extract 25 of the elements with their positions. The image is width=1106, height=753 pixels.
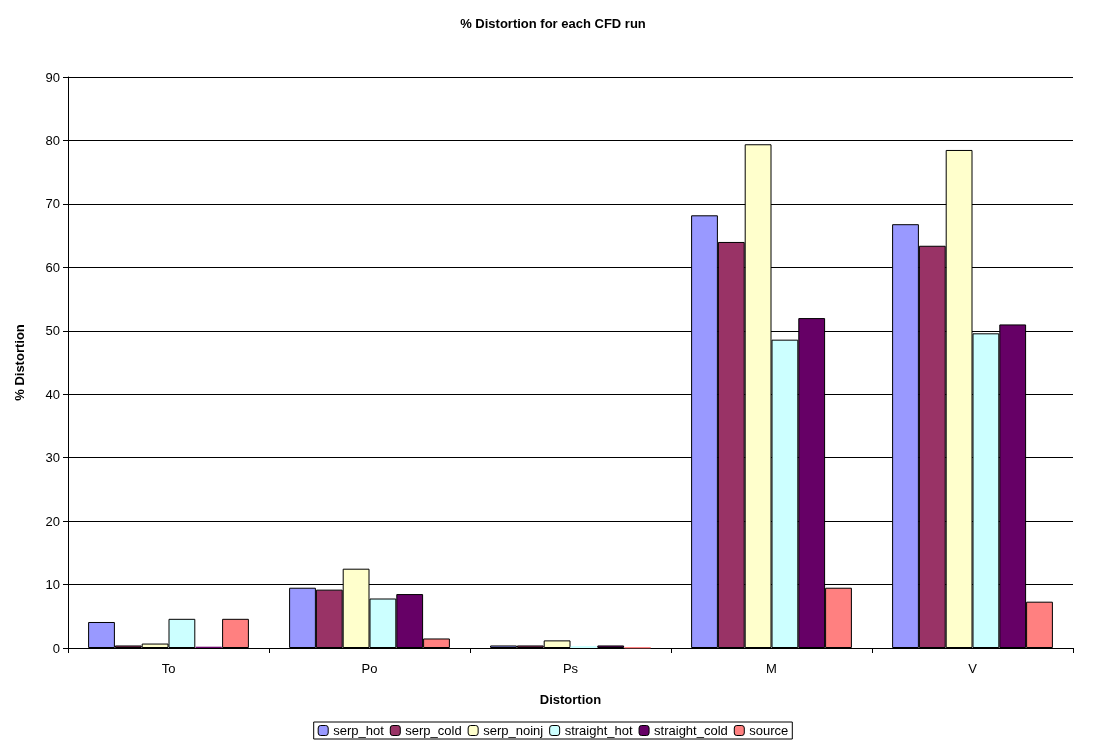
x-tick-label: V [968, 661, 978, 676]
legend-label: straight_hot [564, 723, 633, 738]
y-tick-label: 0 [52, 640, 60, 656]
y-tick-label: 70 [45, 196, 60, 212]
x-axis-title: Distortion [539, 692, 602, 707]
x-tick-label: Po [361, 661, 378, 676]
x-tick-label: Ps [562, 661, 579, 676]
chart-title: % Distortion for each CFD run [460, 16, 646, 31]
legend-label: serp_hot [333, 723, 385, 738]
bar [222, 618, 249, 648]
y-tick-label: 80 [45, 132, 60, 148]
legend-label: source [749, 723, 789, 738]
y-tick-label: 30 [45, 450, 60, 466]
y-tick-label: 50 [45, 323, 60, 339]
legend-label: straight_cold [654, 723, 728, 738]
y-tick-label: 10 [45, 577, 60, 593]
legend-label: serp_noinj [483, 723, 544, 738]
x-tick-label: M [766, 661, 777, 676]
y-tick-label: 40 [45, 386, 60, 402]
y-axis-title: % Distortion [12, 324, 27, 401]
y-tick-label: 60 [45, 259, 60, 275]
y-tick-label: 20 [45, 513, 60, 529]
y-tick-label: 90 [45, 69, 60, 85]
legend-label: serp_cold [405, 723, 462, 738]
x-tick-label: To [161, 661, 176, 676]
